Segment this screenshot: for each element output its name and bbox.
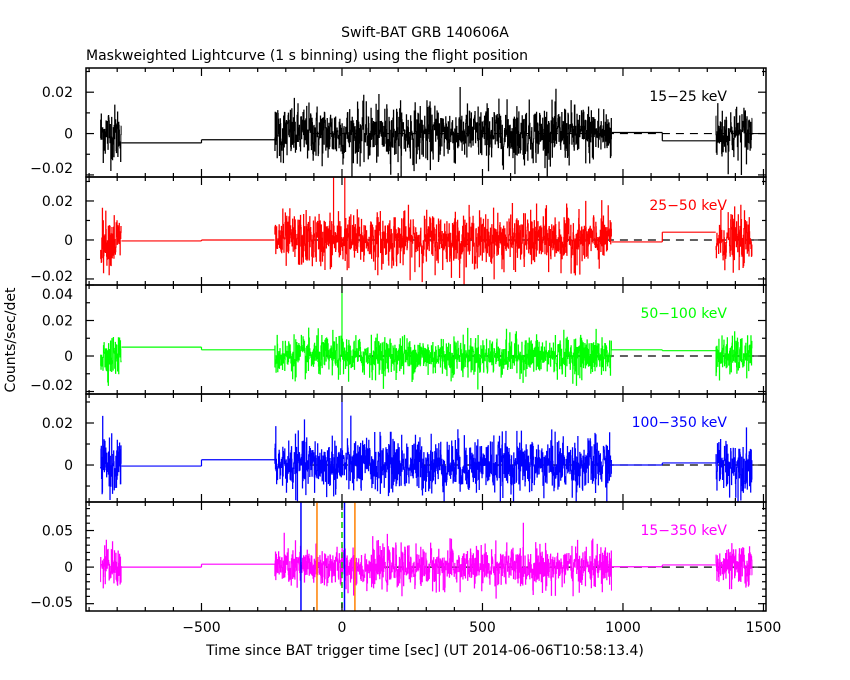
chart-title: Swift-BAT GRB 140606A — [341, 25, 509, 41]
lightcurve-series — [715, 331, 753, 381]
lightcurve-series — [100, 207, 122, 276]
lightcurve-series — [274, 327, 612, 390]
y-tick-label: 0.02 — [42, 416, 73, 432]
panel-5: −0.05 0 0.05 15−350 keV — [30, 501, 767, 612]
panel-1: −0.02 0 0.02 15−25 keV — [30, 67, 767, 178]
panel-4: 0 0.02 100−350 keV — [42, 393, 767, 503]
panel-data — [100, 394, 766, 502]
panel-3: −0.02 0 0.02 0.04 50−100 keV — [30, 284, 767, 395]
y-tick-label: 0.05 — [42, 524, 73, 540]
y-tick-label: 0 — [64, 127, 73, 143]
band-label: 15−25 keV — [649, 89, 727, 105]
lightcurve-series — [274, 415, 612, 502]
y-tick-label: 0.02 — [42, 85, 73, 101]
y-tick-label: 0 — [64, 233, 73, 249]
x-tick-label: 500 — [469, 620, 496, 636]
lightcurve-series — [274, 522, 612, 599]
lightcurve-series — [715, 204, 753, 273]
lightcurve-series — [715, 103, 753, 175]
panel-data — [100, 177, 766, 285]
band-label: 15−350 keV — [640, 523, 727, 539]
panel-data — [100, 502, 766, 611]
x-tick-label: 1500 — [746, 620, 782, 636]
band-label: 100−350 keV — [632, 415, 728, 431]
y-tick-label: −0.05 — [30, 595, 73, 611]
panel-2: −0.02 0 0.02 25−50 keV — [30, 176, 767, 286]
y-tick-label: 0 — [64, 349, 73, 365]
x-axis-label: Time since BAT trigger time [sec] (UT 20… — [205, 643, 644, 659]
lightcurve-series — [100, 539, 122, 589]
y-tick-label: −0.02 — [30, 378, 73, 394]
x-tick-label: 0 — [338, 620, 347, 636]
lightcurve-series — [100, 415, 122, 500]
y-axis-label: Counts/sec/det — [3, 287, 19, 392]
panel-data — [100, 285, 766, 390]
chart-subtitle: Maskweighted Lightcurve (1 s binning) us… — [86, 48, 528, 64]
panel-frame — [85, 67, 767, 178]
band-label: 50−100 keV — [640, 306, 727, 322]
band-label: 25−50 keV — [649, 198, 727, 214]
lightcurve-series — [274, 200, 612, 285]
y-tick-label: −0.02 — [30, 269, 73, 285]
panel-frame — [85, 284, 767, 395]
x-tick-label: −500 — [182, 620, 220, 636]
y-tick-label: 0.02 — [42, 194, 73, 210]
panel-data — [100, 87, 766, 177]
y-tick-label: 0 — [64, 458, 73, 474]
y-tick-label: 0 — [64, 560, 73, 576]
lightcurve-series — [715, 543, 753, 590]
lightcurve-series — [274, 87, 612, 177]
y-tick-label: −0.02 — [30, 161, 73, 177]
panel-frame — [85, 176, 767, 286]
lightcurve-series — [100, 337, 122, 386]
lightcurve-series — [715, 427, 753, 502]
y-tick-label: 0.02 — [42, 314, 73, 330]
y-tick-label: 0.04 — [42, 287, 73, 303]
x-tick-label: 1000 — [605, 620, 641, 636]
lightcurve-series — [100, 104, 122, 171]
